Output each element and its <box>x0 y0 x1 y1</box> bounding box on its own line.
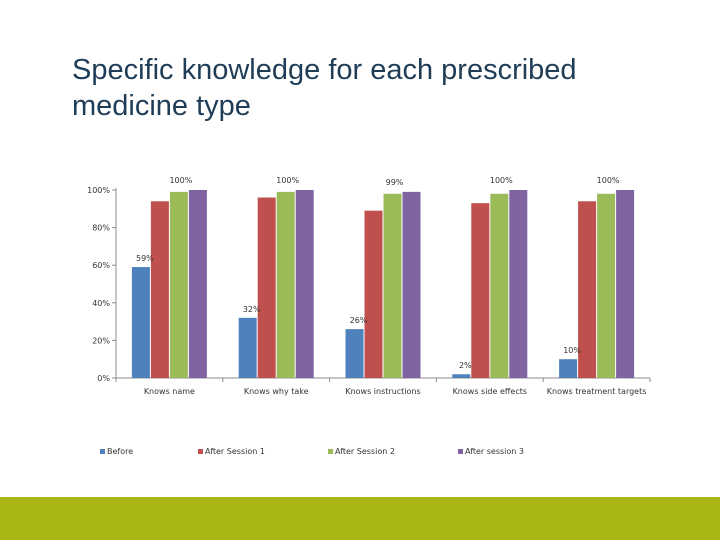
bar <box>257 197 276 378</box>
legend-swatch <box>328 449 333 454</box>
data-label: 32% <box>243 305 261 314</box>
data-label: 100% <box>169 176 192 185</box>
bar <box>471 203 490 378</box>
y-tick-label: 80% <box>92 224 110 233</box>
bar-chart: 0% 20% 40% 60% 80% 100% Knows name Knows why ta… <box>87 176 651 456</box>
bar <box>402 191 421 378</box>
x-tick-label: Knows treatment targets <box>547 387 647 396</box>
y-tick-label: 100% <box>87 186 110 195</box>
bar <box>597 193 616 378</box>
x-tick-label: Knows why take <box>244 387 309 396</box>
bar <box>509 190 528 378</box>
data-label: 10% <box>563 346 581 355</box>
slide-title: Specific knowledge for each prescribed m… <box>72 54 577 122</box>
data-label: 26% <box>350 316 368 325</box>
bar <box>238 317 257 378</box>
legend-label: Before <box>107 447 133 456</box>
y-tick-label: 20% <box>92 336 110 345</box>
bar <box>559 359 578 378</box>
x-tick-label: Knows name <box>144 387 195 396</box>
bar <box>188 190 207 378</box>
data-label: 100% <box>276 176 299 185</box>
x-tick-label: Knows side effects <box>453 387 527 396</box>
data-label: 100% <box>490 176 513 185</box>
data-label: 59% <box>136 254 154 263</box>
legend-swatch <box>198 449 203 454</box>
bar <box>169 191 188 378</box>
x-tick-label: Knows instructions <box>345 387 420 396</box>
bar <box>345 329 364 378</box>
bar <box>150 201 169 378</box>
bar <box>131 267 150 378</box>
bar <box>276 191 295 378</box>
bar <box>295 190 314 378</box>
legend-label: After Session 1 <box>205 447 265 456</box>
legend-swatch <box>458 449 463 454</box>
bar <box>616 190 635 378</box>
legend-label: After Session 2 <box>335 447 395 456</box>
bar <box>364 210 383 378</box>
data-label: 100% <box>597 176 620 185</box>
bar <box>578 201 597 378</box>
bar <box>490 193 509 378</box>
bar <box>383 193 402 378</box>
y-tick-label: 60% <box>92 261 110 270</box>
data-label: 99% <box>386 178 404 187</box>
bar <box>452 374 471 378</box>
data-label: 2% <box>459 361 472 370</box>
y-tick-label: 0% <box>97 374 110 383</box>
footer-band <box>0 497 720 540</box>
legend-swatch <box>100 449 105 454</box>
y-tick-label: 40% <box>92 299 110 308</box>
legend-label: After session 3 <box>465 447 524 456</box>
